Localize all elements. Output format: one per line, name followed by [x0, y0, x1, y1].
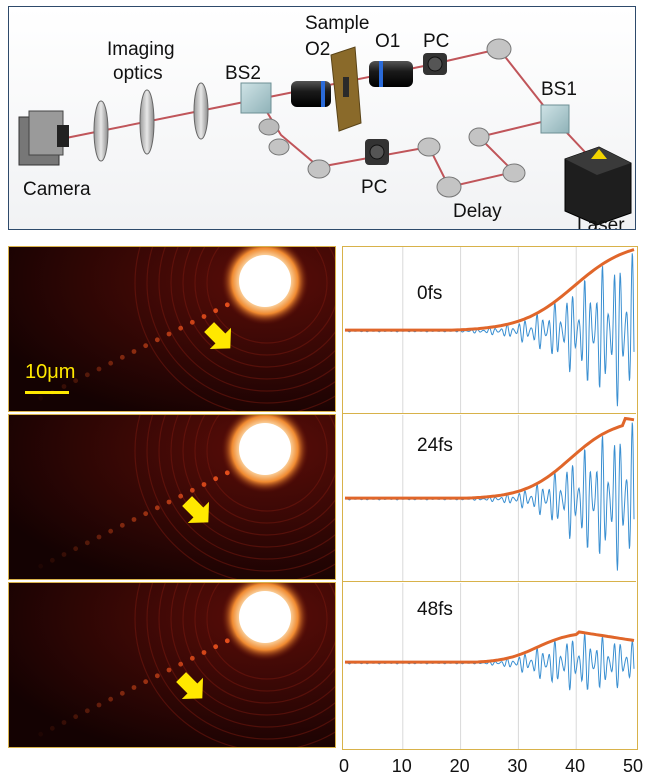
plot-2 [344, 583, 635, 749]
plot-divider-1 [343, 413, 636, 414]
microscopy-image-24fs [9, 415, 335, 579]
x-tick-0: 0 [338, 756, 350, 776]
label-sample: Sample [305, 13, 369, 34]
setup-drawing: Imaging optics BS2 Sample O2 O1 PC BS1 C… [18, 13, 632, 230]
x-tick-40: 40 [565, 756, 586, 776]
label-camera: Camera [23, 179, 91, 200]
plot-1 [344, 415, 635, 581]
plot-label-0: 0fs [417, 283, 443, 304]
x-tick-30: 30 [507, 756, 528, 776]
label-pc-top: PC [423, 31, 449, 52]
image-panel-0fs: 10μm [8, 246, 336, 412]
pc-bottom-icon [365, 139, 389, 165]
imaging-lenses [93, 82, 209, 162]
yellow-arrow-icon [176, 672, 204, 700]
x-tick-50: 50 [622, 756, 644, 776]
setup-diagram: Imaging optics BS2 Sample O2 O1 PC BS1 C… [8, 6, 636, 230]
yellow-arrow-icon [182, 496, 210, 524]
image-panel-48fs [8, 582, 336, 748]
bs2-icon [240, 82, 272, 114]
envelope-line-2 [345, 630, 635, 664]
scale-bar [25, 391, 69, 394]
plot-panel-1: 24fs [343, 415, 636, 581]
microscopy-image-0fs [9, 247, 335, 411]
plot-0 [344, 247, 635, 413]
scale-bar-label: 10μm [25, 361, 76, 383]
bs1-icon [540, 104, 570, 134]
o1-objective-icon [369, 61, 413, 87]
mirror-icons [258, 38, 526, 198]
label-o1: O1 [375, 31, 400, 52]
microscopy-images: 10μm [8, 246, 336, 750]
autocorrelation-plots: 0fs 24fs 48fs [342, 246, 638, 750]
label-bs1: BS1 [541, 79, 577, 100]
pc-top-icon [423, 53, 447, 75]
label-pc-bottom: PC [361, 177, 387, 198]
plasmon-streak [38, 464, 242, 569]
x-tick-20: 20 [449, 756, 470, 776]
label-o2: O2 [305, 39, 330, 60]
plot-panel-2: 48fs [343, 583, 636, 749]
image-panel-24fs [8, 414, 336, 580]
label-bs2: BS2 [225, 63, 261, 84]
plot-label-2: 48fs [417, 599, 453, 620]
envelope-line-1 [345, 416, 635, 500]
o2-objective-icon [291, 81, 331, 107]
microscopy-image-48fs [9, 583, 335, 747]
sample-plate-icon [330, 46, 362, 132]
plot-divider-2 [343, 581, 636, 582]
plot-label-1: 24fs [417, 435, 453, 456]
label-imaging-2: optics [113, 63, 163, 84]
laser-icon [564, 146, 632, 226]
plot-panel-0: 0fs [343, 247, 636, 413]
envelope-line-0 [345, 248, 635, 332]
label-imaging-1: Imaging [107, 39, 175, 60]
x-tick-10: 10 [391, 756, 412, 776]
label-delay: Delay [453, 201, 502, 222]
yellow-arrow-icon [204, 322, 232, 350]
camera-icon [18, 110, 69, 166]
label-laser: Laser [577, 215, 625, 230]
